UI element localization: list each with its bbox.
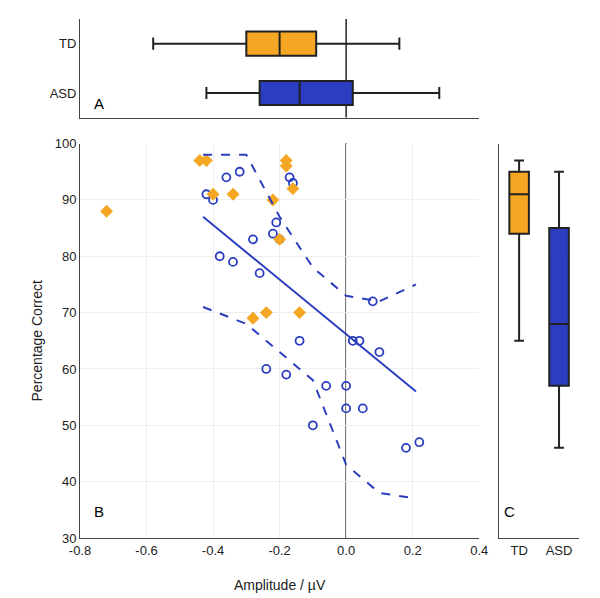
svg-text:C: C <box>504 503 515 520</box>
svg-text:Percentage Correct: Percentage Correct <box>29 280 45 402</box>
svg-text:-0.8: -0.8 <box>69 543 91 558</box>
svg-text:80: 80 <box>62 249 76 264</box>
svg-text:Amplitude / µV: Amplitude / µV <box>234 577 326 593</box>
svg-text:-0.4: -0.4 <box>202 543 224 558</box>
svg-text:100: 100 <box>55 136 77 151</box>
svg-text:TD: TD <box>510 543 527 558</box>
svg-text:B: B <box>94 503 104 520</box>
svg-text:-0.2: -0.2 <box>268 543 290 558</box>
svg-text:A: A <box>94 95 104 112</box>
svg-text:-0.6: -0.6 <box>135 543 157 558</box>
svg-text:TD: TD <box>59 36 76 51</box>
svg-text:ASD: ASD <box>546 543 573 558</box>
svg-text:50: 50 <box>62 418 76 433</box>
svg-text:60: 60 <box>62 362 76 377</box>
svg-text:70: 70 <box>62 305 76 320</box>
svg-text:90: 90 <box>62 192 76 207</box>
svg-text:30: 30 <box>62 531 76 546</box>
svg-text:0.4: 0.4 <box>470 543 488 558</box>
svg-text:0.0: 0.0 <box>337 543 355 558</box>
svg-text:ASD: ASD <box>50 86 77 101</box>
svg-text:0.2: 0.2 <box>404 543 422 558</box>
svg-text:40: 40 <box>62 474 76 489</box>
